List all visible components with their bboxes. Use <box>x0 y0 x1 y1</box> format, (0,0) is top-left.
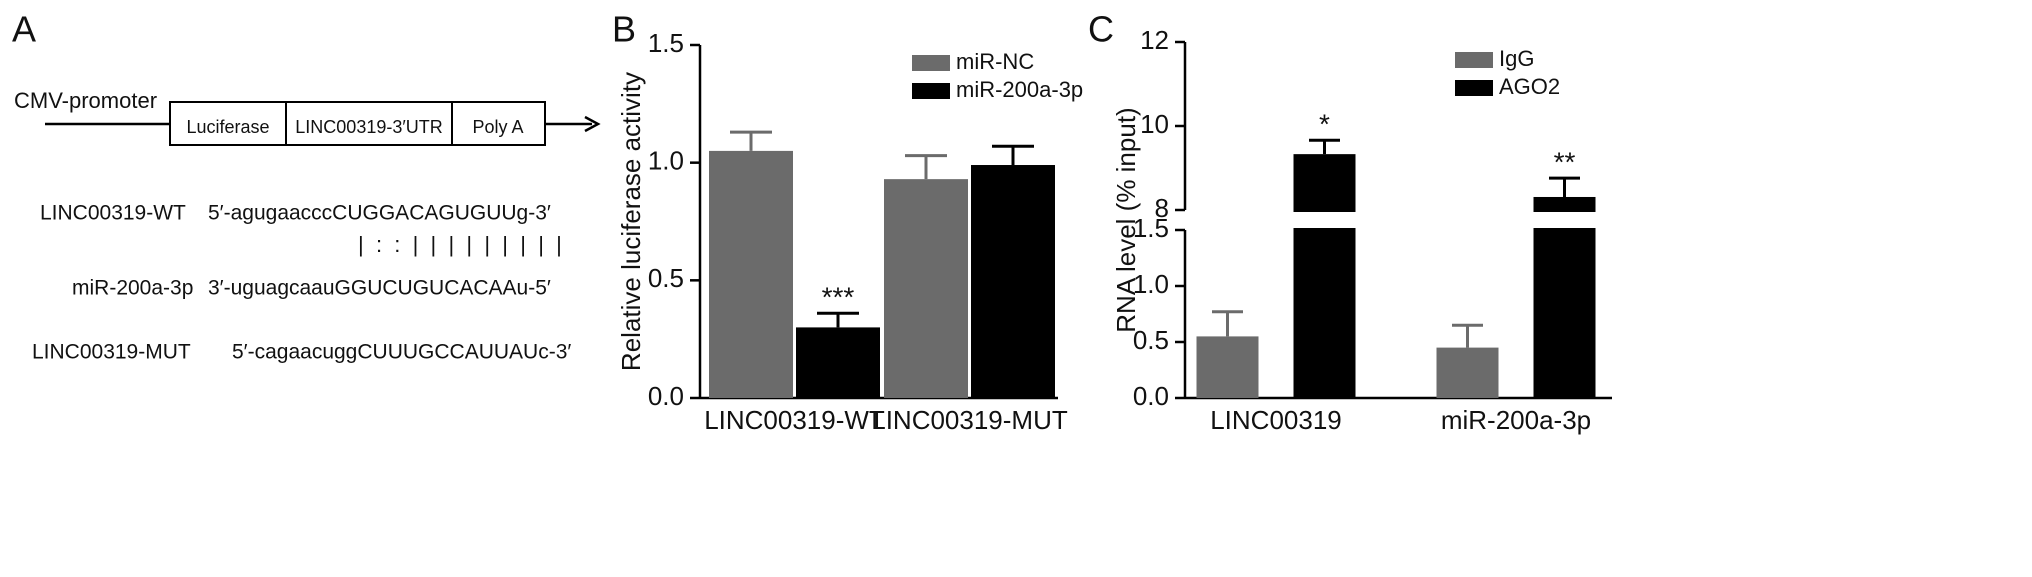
significance: *** <box>822 282 855 313</box>
legend-label: IgG <box>1499 46 1534 71</box>
promoter-label: CMV-promoter <box>14 88 157 113</box>
y-axis-label: RNA level (% input) <box>1111 107 1141 332</box>
significance: * <box>1319 109 1330 140</box>
bar <box>971 165 1055 398</box>
box-label: Luciferase <box>186 117 269 137</box>
bar <box>1196 336 1259 398</box>
y-tick-label: 12 <box>1140 25 1169 55</box>
legend-label: miR-NC <box>956 49 1034 74</box>
legend-label: miR-200a-3p <box>956 77 1083 102</box>
legend-swatch <box>1455 52 1493 68</box>
legend-swatch <box>912 55 950 71</box>
y-tick-label: 0.5 <box>1133 325 1169 355</box>
bar <box>709 150 793 398</box>
sequence: 5′-cagaacuggCUUUGCCAUUAUc-3′ <box>232 341 571 364</box>
sequence-name: LINC00319-MUT <box>32 341 191 364</box>
pairing: | : : | | | | | | | | | <box>358 232 562 257</box>
x-tick-label: LINC00319 <box>1210 405 1342 435</box>
y-tick-label: 1.5 <box>1133 213 1169 243</box>
bar <box>1533 196 1596 398</box>
bar <box>1293 154 1356 398</box>
error-bar <box>817 311 859 328</box>
legend-label: AGO2 <box>1499 74 1560 99</box>
box-label: Poly A <box>472 117 523 137</box>
error-bar <box>905 154 947 180</box>
arrow-head <box>584 115 601 133</box>
bar <box>796 327 880 398</box>
sequence: 3′-uguagcaauGGUCUGUCACAAu-5′ <box>208 277 551 300</box>
legend-swatch <box>1455 80 1493 96</box>
error-bar <box>1452 323 1483 348</box>
axis-break-gap <box>1292 212 1357 228</box>
legend-swatch <box>912 83 950 99</box>
y-tick-label: 8 <box>1155 193 1169 223</box>
bar <box>1436 347 1499 398</box>
error-bar <box>1212 310 1243 337</box>
sequence-name: miR-200a-3p <box>72 277 193 300</box>
axis-break-gap <box>1532 212 1597 228</box>
panel-label: A <box>12 9 36 50</box>
y-tick-label: 1.0 <box>648 146 684 176</box>
construct-box <box>285 101 453 146</box>
box-label: LINC00319-3′UTR <box>295 117 442 137</box>
error-bar <box>1549 176 1580 197</box>
y-tick-label: 0.0 <box>648 381 684 411</box>
error-bar <box>730 130 772 151</box>
x-tick-label: LINC00319-WT <box>704 405 885 435</box>
sequence-name: LINC00319-WT <box>40 202 186 225</box>
panel-a: A CMV-promoter Luciferase LINC00319-3′UT… <box>12 9 601 364</box>
y-axis-label: Relative luciferase activity <box>616 72 646 371</box>
sequence: 5′-agugaacccCUGGACAGUGUUg-3′ <box>208 202 551 225</box>
construct-box <box>451 101 546 146</box>
y-tick-label: 0.0 <box>1133 381 1169 411</box>
y-tick-label: 1.0 <box>1133 269 1169 299</box>
y-tick-label: 1.5 <box>648 28 684 58</box>
error-bar <box>992 144 1034 166</box>
significance: ** <box>1554 146 1576 177</box>
y-tick-label: 10 <box>1140 109 1169 139</box>
error-bar <box>1309 138 1340 155</box>
x-tick-label: LINC00319-MUT <box>871 405 1068 435</box>
bar <box>884 179 968 398</box>
panel-label: B <box>612 9 636 50</box>
panel-label: C <box>1088 9 1114 50</box>
x-tick-label: miR-200a-3p <box>1441 405 1591 435</box>
y-tick-label: 0.5 <box>648 263 684 293</box>
